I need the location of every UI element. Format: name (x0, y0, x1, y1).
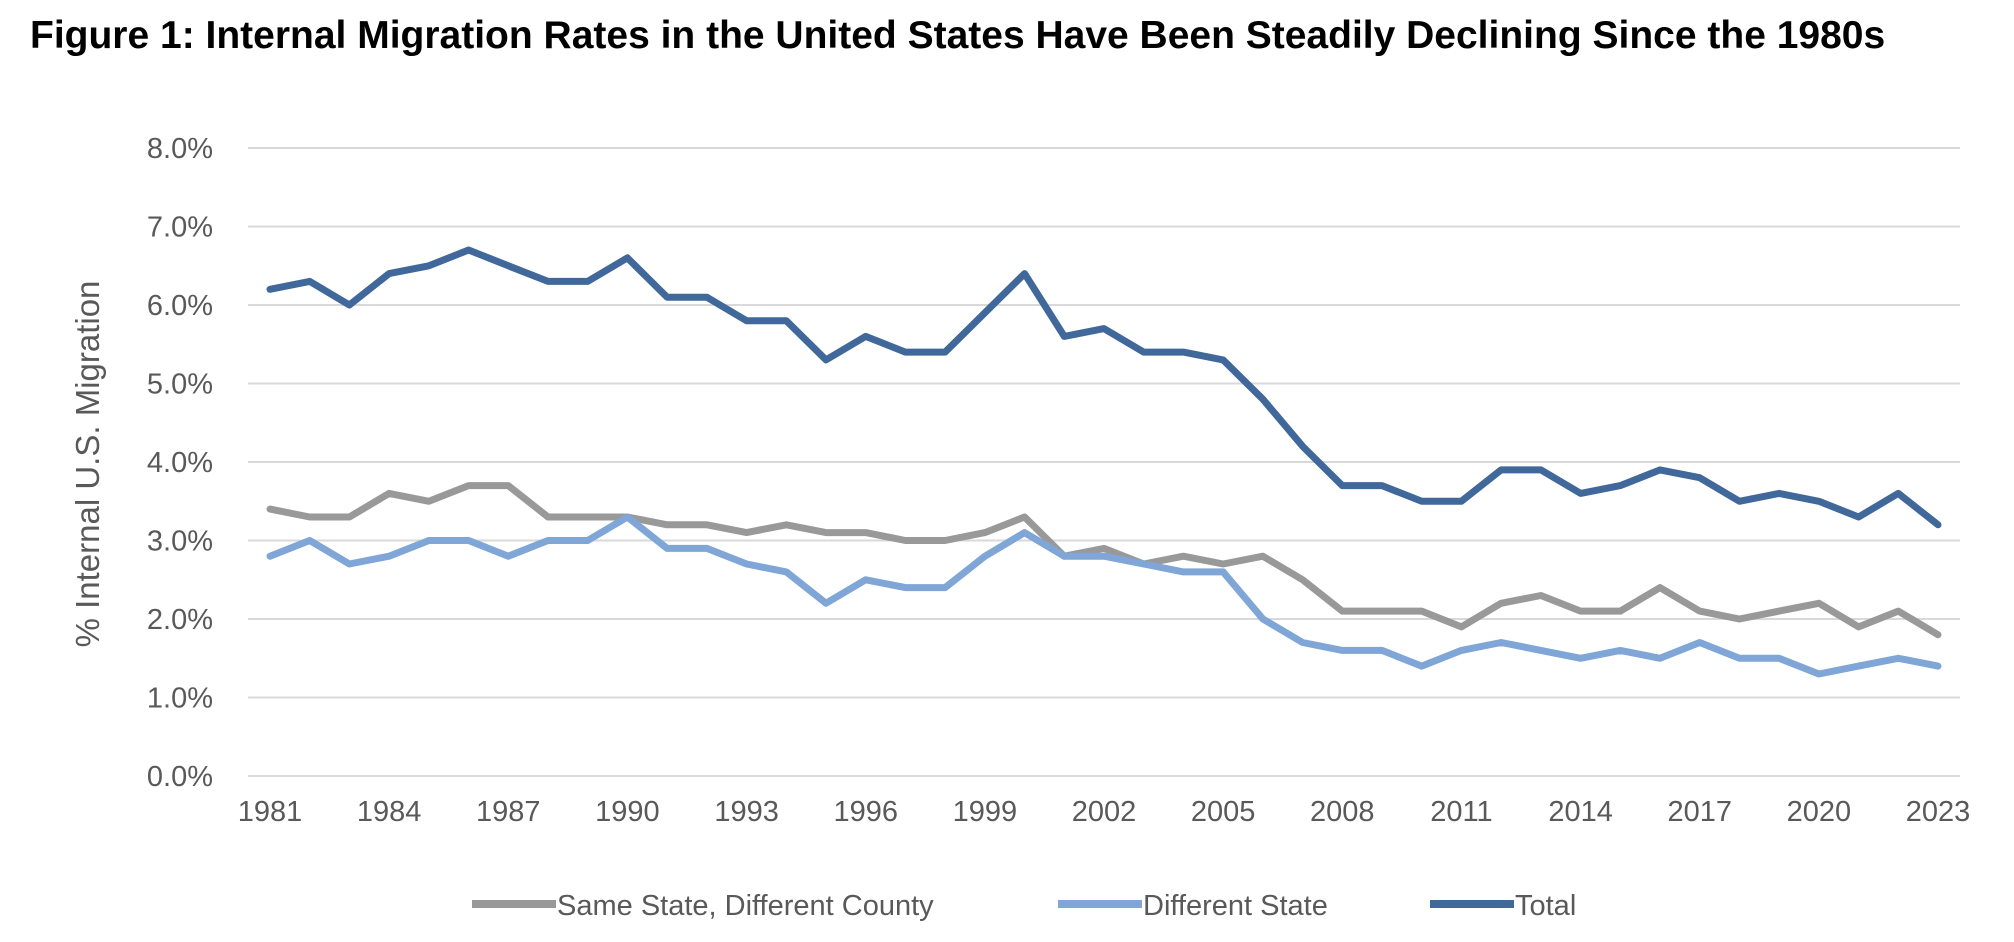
x-tick-label: 2008 (1310, 796, 1375, 828)
x-tick-label: 1981 (238, 796, 303, 828)
series-line (266, 482, 1942, 639)
x-tick-label: 2005 (1191, 796, 1256, 828)
x-tick-label: 2017 (1667, 796, 1732, 828)
y-tick-label: 5.0% (147, 369, 213, 401)
y-tick-label: 0.0% (147, 761, 213, 793)
chart-title: Figure 1: Internal Migration Rates in th… (30, 14, 1886, 57)
x-tick-label: 1996 (833, 796, 898, 828)
y-tick-label: 6.0% (147, 290, 213, 322)
x-tick-label: 1990 (595, 796, 660, 828)
series-line (266, 513, 1942, 678)
y-tick-label: 3.0% (147, 526, 213, 558)
x-tick-label: 2014 (1548, 796, 1613, 828)
x-tick-label: 2002 (1072, 796, 1137, 828)
legend: Same State, Different County Different St… (472, 890, 1576, 922)
y-tick-label: 1.0% (147, 683, 213, 715)
series-lines (266, 246, 1942, 678)
x-tick-label: 1999 (953, 796, 1018, 828)
y-tick-label: 4.0% (147, 447, 213, 479)
x-tick-label: 1993 (714, 796, 779, 828)
x-tick-label: 2011 (1430, 796, 1492, 828)
legend-label: Total (1515, 890, 1576, 922)
x-tick-label: 1984 (357, 796, 422, 828)
y-tick-label: 2.0% (147, 604, 213, 636)
y-tick-label: 7.0% (147, 212, 213, 244)
y-axis-ticks: 0.0% 1.0% 2.0% 3.0% 4.0% 5.0% 6.0% 7.0% 8.0% (147, 133, 213, 793)
series-line (266, 246, 1942, 529)
gridlines (248, 147, 1960, 777)
x-tick-label: 2023 (1906, 796, 1971, 828)
x-tick-label: 1987 (476, 796, 541, 828)
y-axis-title: % Internal U.S. Migration (69, 281, 106, 648)
legend-label: Different State (1143, 890, 1328, 922)
x-axis-ticks: 1981 1984 1987 1990 1993 1996 1999 2002 2005 2008… (238, 796, 1971, 828)
legend-label: Same State, Different County (557, 890, 934, 922)
y-tick-label: 8.0% (147, 133, 213, 165)
x-tick-label: 2020 (1787, 796, 1852, 828)
